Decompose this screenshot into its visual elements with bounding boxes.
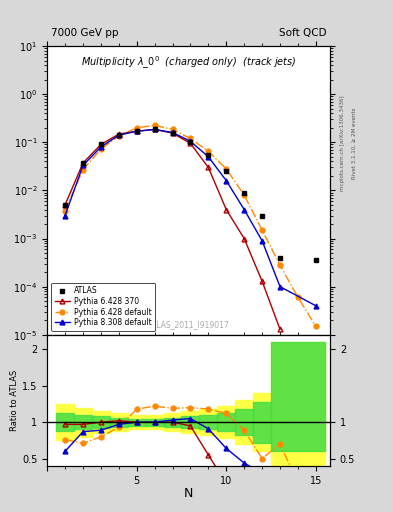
ATLAS xyxy=(188,139,193,145)
Pythia 8.308 default xyxy=(170,130,175,136)
Pythia 6.428 370 xyxy=(134,128,139,134)
Pythia 8.308 default xyxy=(260,238,264,244)
ATLAS xyxy=(277,254,282,261)
ATLAS xyxy=(134,128,139,134)
Bar xyxy=(199,409,217,435)
Pythia 6.428 default xyxy=(134,125,139,131)
Pythia 6.428 default xyxy=(314,323,318,329)
Bar xyxy=(146,415,163,430)
Pythia 8.308 default xyxy=(224,178,229,184)
Pythia 8.308 default xyxy=(63,212,68,219)
Line: Pythia 6.428 default: Pythia 6.428 default xyxy=(62,123,318,329)
Pythia 6.428 370 xyxy=(170,130,175,136)
Y-axis label: Ratio to ATLAS: Ratio to ATLAS xyxy=(10,370,19,431)
Bar xyxy=(110,418,128,426)
ATLAS xyxy=(116,132,121,138)
Text: Multiplicity $\lambda\_0^0$  (charged only)  (track jets): Multiplicity $\lambda\_0^0$ (charged onl… xyxy=(81,55,296,71)
Text: Rivet 3.1.10, ≥ 2M events: Rivet 3.1.10, ≥ 2M events xyxy=(352,108,357,179)
Pythia 6.428 default xyxy=(99,146,103,152)
Pythia 6.428 370 xyxy=(224,206,229,212)
Bar xyxy=(199,415,217,430)
Bar xyxy=(271,342,325,452)
Bar xyxy=(56,404,74,440)
Pythia 6.428 370 xyxy=(260,278,264,284)
Pythia 6.428 370 xyxy=(206,164,211,170)
Pythia 6.428 default xyxy=(81,166,85,173)
Pythia 6.428 370 xyxy=(116,131,121,137)
Pythia 6.428 default xyxy=(63,207,68,214)
Line: Pythia 8.308 default: Pythia 8.308 default xyxy=(62,127,318,308)
Pythia 8.308 default xyxy=(314,303,318,309)
ATLAS xyxy=(99,141,103,147)
ATLAS xyxy=(170,130,175,136)
ATLAS xyxy=(206,152,211,158)
Pythia 8.308 default xyxy=(206,154,211,160)
ATLAS xyxy=(63,202,68,208)
Pythia 6.428 370 xyxy=(81,160,85,166)
Pythia 8.308 default xyxy=(116,132,121,138)
Pythia 6.428 default xyxy=(170,126,175,133)
ATLAS xyxy=(152,126,157,133)
Legend: ATLAS, Pythia 6.428 370, Pythia 6.428 default, Pythia 8.308 default: ATLAS, Pythia 6.428 370, Pythia 6.428 de… xyxy=(51,283,156,331)
Pythia 6.428 default xyxy=(260,227,264,233)
Bar xyxy=(92,411,110,433)
Bar xyxy=(271,342,325,466)
Pythia 8.308 default xyxy=(152,126,157,133)
Pythia 8.308 default xyxy=(242,206,246,212)
Text: 7000 GeV pp: 7000 GeV pp xyxy=(51,28,119,38)
Pythia 6.428 default xyxy=(296,294,300,301)
Text: ATLAS_2011_I919017: ATLAS_2011_I919017 xyxy=(148,320,230,329)
Pythia 6.428 default xyxy=(116,133,121,139)
Pythia 8.308 default xyxy=(277,284,282,290)
Line: ATLAS: ATLAS xyxy=(62,127,318,263)
Pythia 6.428 default xyxy=(242,192,246,198)
Bar xyxy=(217,406,235,438)
Pythia 8.308 default xyxy=(81,162,85,168)
Pythia 6.428 370 xyxy=(99,141,103,147)
Bar xyxy=(74,415,92,430)
Pythia 6.428 default xyxy=(224,166,229,172)
Bar xyxy=(182,416,199,428)
Bar xyxy=(235,409,253,435)
Pythia 6.428 370 xyxy=(152,126,157,133)
Pythia 8.308 default xyxy=(188,138,193,144)
Bar xyxy=(110,413,128,431)
ATLAS xyxy=(224,168,229,174)
Text: Soft QCD: Soft QCD xyxy=(279,28,326,38)
Bar xyxy=(182,411,199,433)
ATLAS xyxy=(81,159,85,165)
Line: Pythia 6.428 370: Pythia 6.428 370 xyxy=(62,127,283,332)
Pythia 8.308 default xyxy=(134,128,139,134)
Pythia 8.308 default xyxy=(99,144,103,150)
Text: mcplots.cern.ch [arXiv:1306.3436]: mcplots.cern.ch [arXiv:1306.3436] xyxy=(340,96,345,191)
Bar xyxy=(92,416,110,428)
Bar xyxy=(74,408,92,437)
ATLAS xyxy=(260,212,264,219)
Pythia 6.428 default xyxy=(188,135,193,141)
Bar xyxy=(56,413,74,431)
Pythia 6.428 370 xyxy=(63,202,68,208)
Bar xyxy=(235,400,253,444)
Bar xyxy=(163,418,182,426)
Bar xyxy=(128,418,146,426)
Pythia 6.428 default xyxy=(277,262,282,268)
Bar xyxy=(163,413,182,431)
Pythia 6.428 370 xyxy=(277,326,282,332)
Pythia 6.428 370 xyxy=(242,236,246,242)
Bar xyxy=(146,418,163,426)
Bar xyxy=(253,393,271,452)
X-axis label: N: N xyxy=(184,487,193,500)
ATLAS xyxy=(314,258,318,264)
ATLAS xyxy=(242,189,246,196)
Bar xyxy=(217,413,235,431)
Pythia 6.428 default xyxy=(206,148,211,154)
Bar xyxy=(253,402,271,442)
Bar xyxy=(128,415,146,430)
Pythia 6.428 default xyxy=(152,122,157,129)
Pythia 6.428 370 xyxy=(188,140,193,146)
